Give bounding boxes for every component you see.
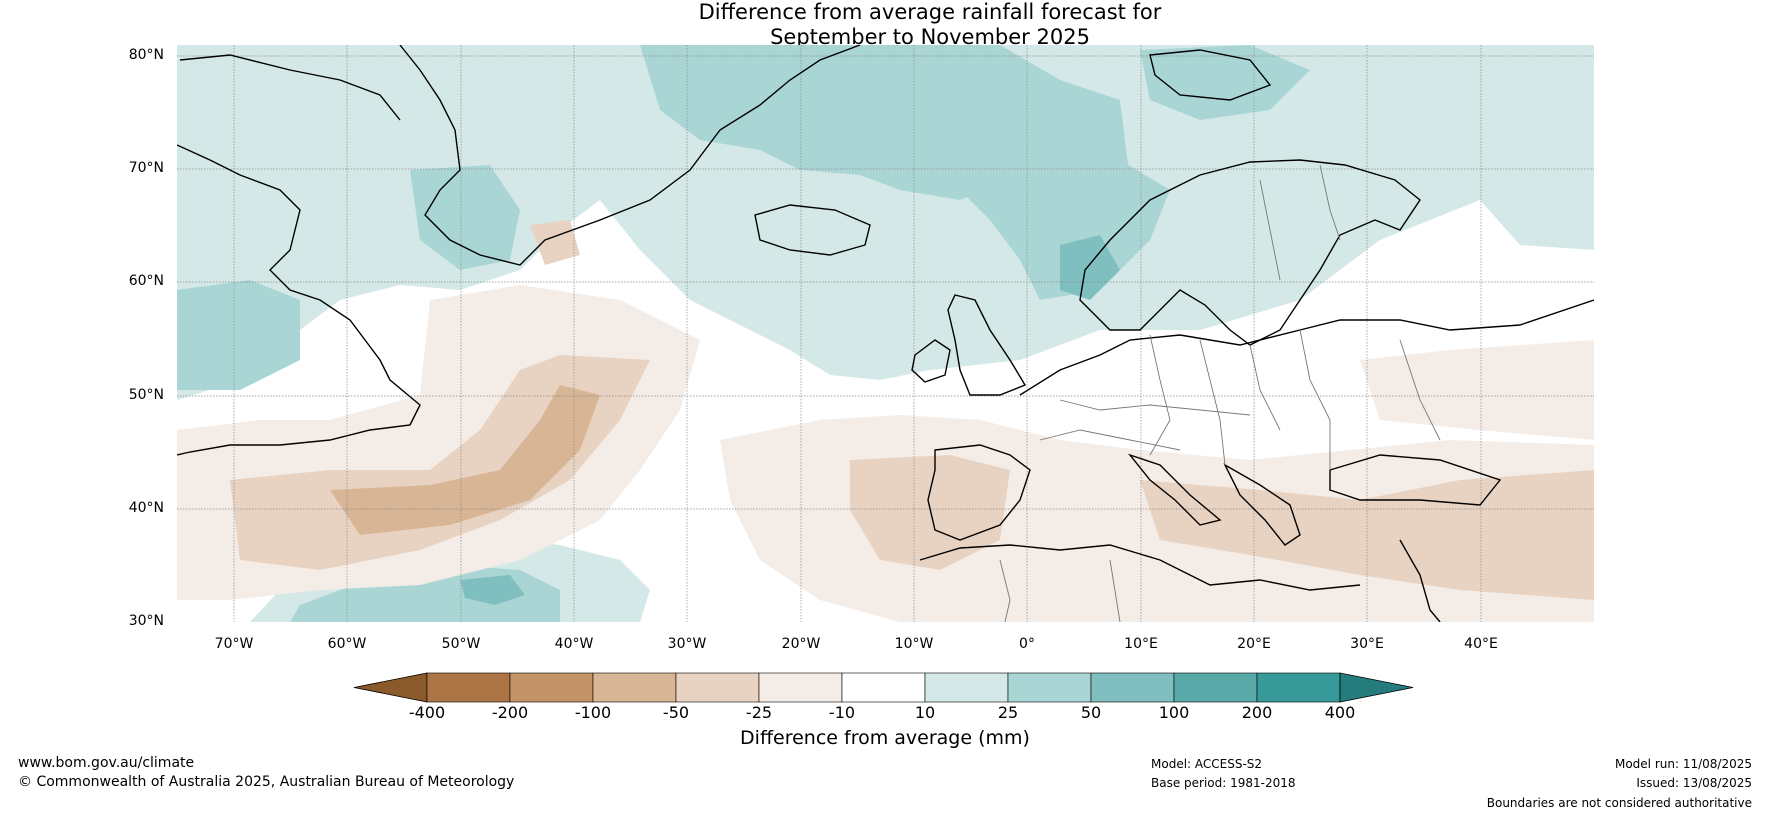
country-boundaries: [999, 164, 1441, 622]
wet-region-norwegian-sea: [960, 135, 1170, 300]
dry-region-eastern-europe: [1360, 340, 1594, 440]
lon-label-70w: 70°W: [214, 636, 254, 652]
colorbar-segment: [841, 672, 926, 703]
colorbar-segment: [592, 672, 677, 703]
lon-label-30w: 30°W: [667, 636, 707, 652]
italy-coast: [1127, 453, 1222, 526]
wet-region-svalbard: [1140, 45, 1310, 120]
lon-label-10w: 10°W: [894, 636, 934, 652]
colorbar-segment: [924, 672, 1009, 703]
footer-model-run: Model run: 11/08/2025: [1614, 757, 1752, 771]
north-america-coast: [177, 144, 421, 456]
wet-region-subtropics-peak: [460, 575, 525, 605]
colorbar-segment: [1090, 672, 1175, 703]
colorbar-title: Difference from average (mm): [740, 727, 1030, 749]
svalbard-coast: [1149, 49, 1272, 101]
iberia-coast: [927, 444, 1031, 541]
map-gridlines: [177, 45, 1594, 622]
north-africa-coast: [919, 544, 1361, 591]
lat-label-70n: 70°N: [128, 160, 164, 176]
colorbar-tick-label: 200: [1241, 703, 1273, 722]
balkan-greece-coast: [1223, 463, 1301, 546]
canadian-arctic-coast: [179, 54, 401, 121]
colorbar-segment: [675, 672, 760, 703]
colorbar-extend-low: [353, 672, 428, 703]
wet-region-norway-coast: [1060, 235, 1120, 300]
greenland-coast: [399, 45, 861, 266]
colorbar-tick-label: 10: [914, 703, 936, 722]
footer-issued: Issued: 13/08/2025: [1636, 776, 1752, 790]
iceland-coast: [754, 204, 871, 256]
footer-url: www.bom.gov.au/climate: [18, 755, 195, 771]
colorbar-extend-high: [1339, 672, 1414, 703]
lat-label-50n: 50°N: [128, 387, 164, 403]
footer-model: Model: ACCESS-S2: [1151, 757, 1263, 771]
lat-label-30n: 30°N: [128, 613, 164, 629]
colorbar-tick-label: -25: [745, 703, 773, 722]
colorbar-tick-label: -10: [828, 703, 856, 722]
colorbar-segment: [509, 672, 594, 703]
colorbar-tick-label: 25: [997, 703, 1019, 722]
colorbar-tick-label: -400: [408, 703, 446, 722]
colorbar-tick-label: -50: [662, 703, 690, 722]
lat-label-40n: 40°N: [128, 500, 164, 516]
britain-coast: [947, 294, 1027, 396]
lat-label-80n: 80°N: [128, 47, 164, 63]
lat-label-60n: 60°N: [128, 273, 164, 289]
colorbar-segment: [1256, 672, 1341, 703]
title-line-1: Difference from average rainfall forecas…: [698, 0, 1162, 24]
lon-label-50w: 50°W: [441, 636, 481, 652]
colorbar-tick-label: -200: [491, 703, 529, 722]
wet-region-greenland-west: [410, 165, 520, 270]
dry-region-mid-atlantic-band: [230, 355, 650, 570]
footer-copyright: © Commonwealth of Australia 2025, Austra…: [18, 774, 515, 790]
black-sea-coast: [1329, 454, 1502, 506]
dry-region-iberia-core: [850, 455, 1010, 570]
colorbar-segment: [758, 672, 843, 703]
footer-disclaimer: Boundaries are not considered authoritat…: [1486, 796, 1752, 810]
scandinavia-coast: [1079, 159, 1421, 346]
europe-mainland-coast: [1019, 299, 1594, 396]
colorbar-tick-label: 400: [1324, 703, 1356, 722]
colorbar-tick-label: -100: [574, 703, 612, 722]
colorbar-tick-label: 50: [1080, 703, 1102, 722]
colorbar-segment: [1173, 672, 1258, 703]
lon-label-40w: 40°W: [554, 636, 594, 652]
lon-label-40e: 40°E: [1464, 636, 1498, 652]
colorbar-tick-label: 100: [1158, 703, 1190, 722]
lon-label-20w: 20°W: [781, 636, 821, 652]
dry-region-mid-atlantic-core: [330, 385, 600, 535]
coastlines: [177, 45, 1594, 622]
colorbar-segment: [1007, 672, 1092, 703]
wet-region-north-atlantic: [177, 45, 1594, 400]
lon-label-60w: 60°W: [327, 636, 367, 652]
wet-region-labrador: [177, 280, 300, 390]
levant-coast: [1399, 539, 1441, 622]
rainfall-map: [177, 45, 1594, 622]
lon-label-10e: 10°E: [1124, 636, 1158, 652]
footer-base-period: Base period: 1981-2018: [1151, 776, 1296, 790]
colorbar-segments: [353, 672, 1414, 703]
lon-label-20e: 20°E: [1237, 636, 1271, 652]
lon-label-30e: 30°E: [1350, 636, 1384, 652]
lon-label-0: 0°: [1019, 636, 1035, 652]
colorbar-segment: [426, 672, 511, 703]
ireland-coast: [911, 339, 951, 383]
map-title: Difference from average rainfall forecas…: [0, 0, 1770, 50]
